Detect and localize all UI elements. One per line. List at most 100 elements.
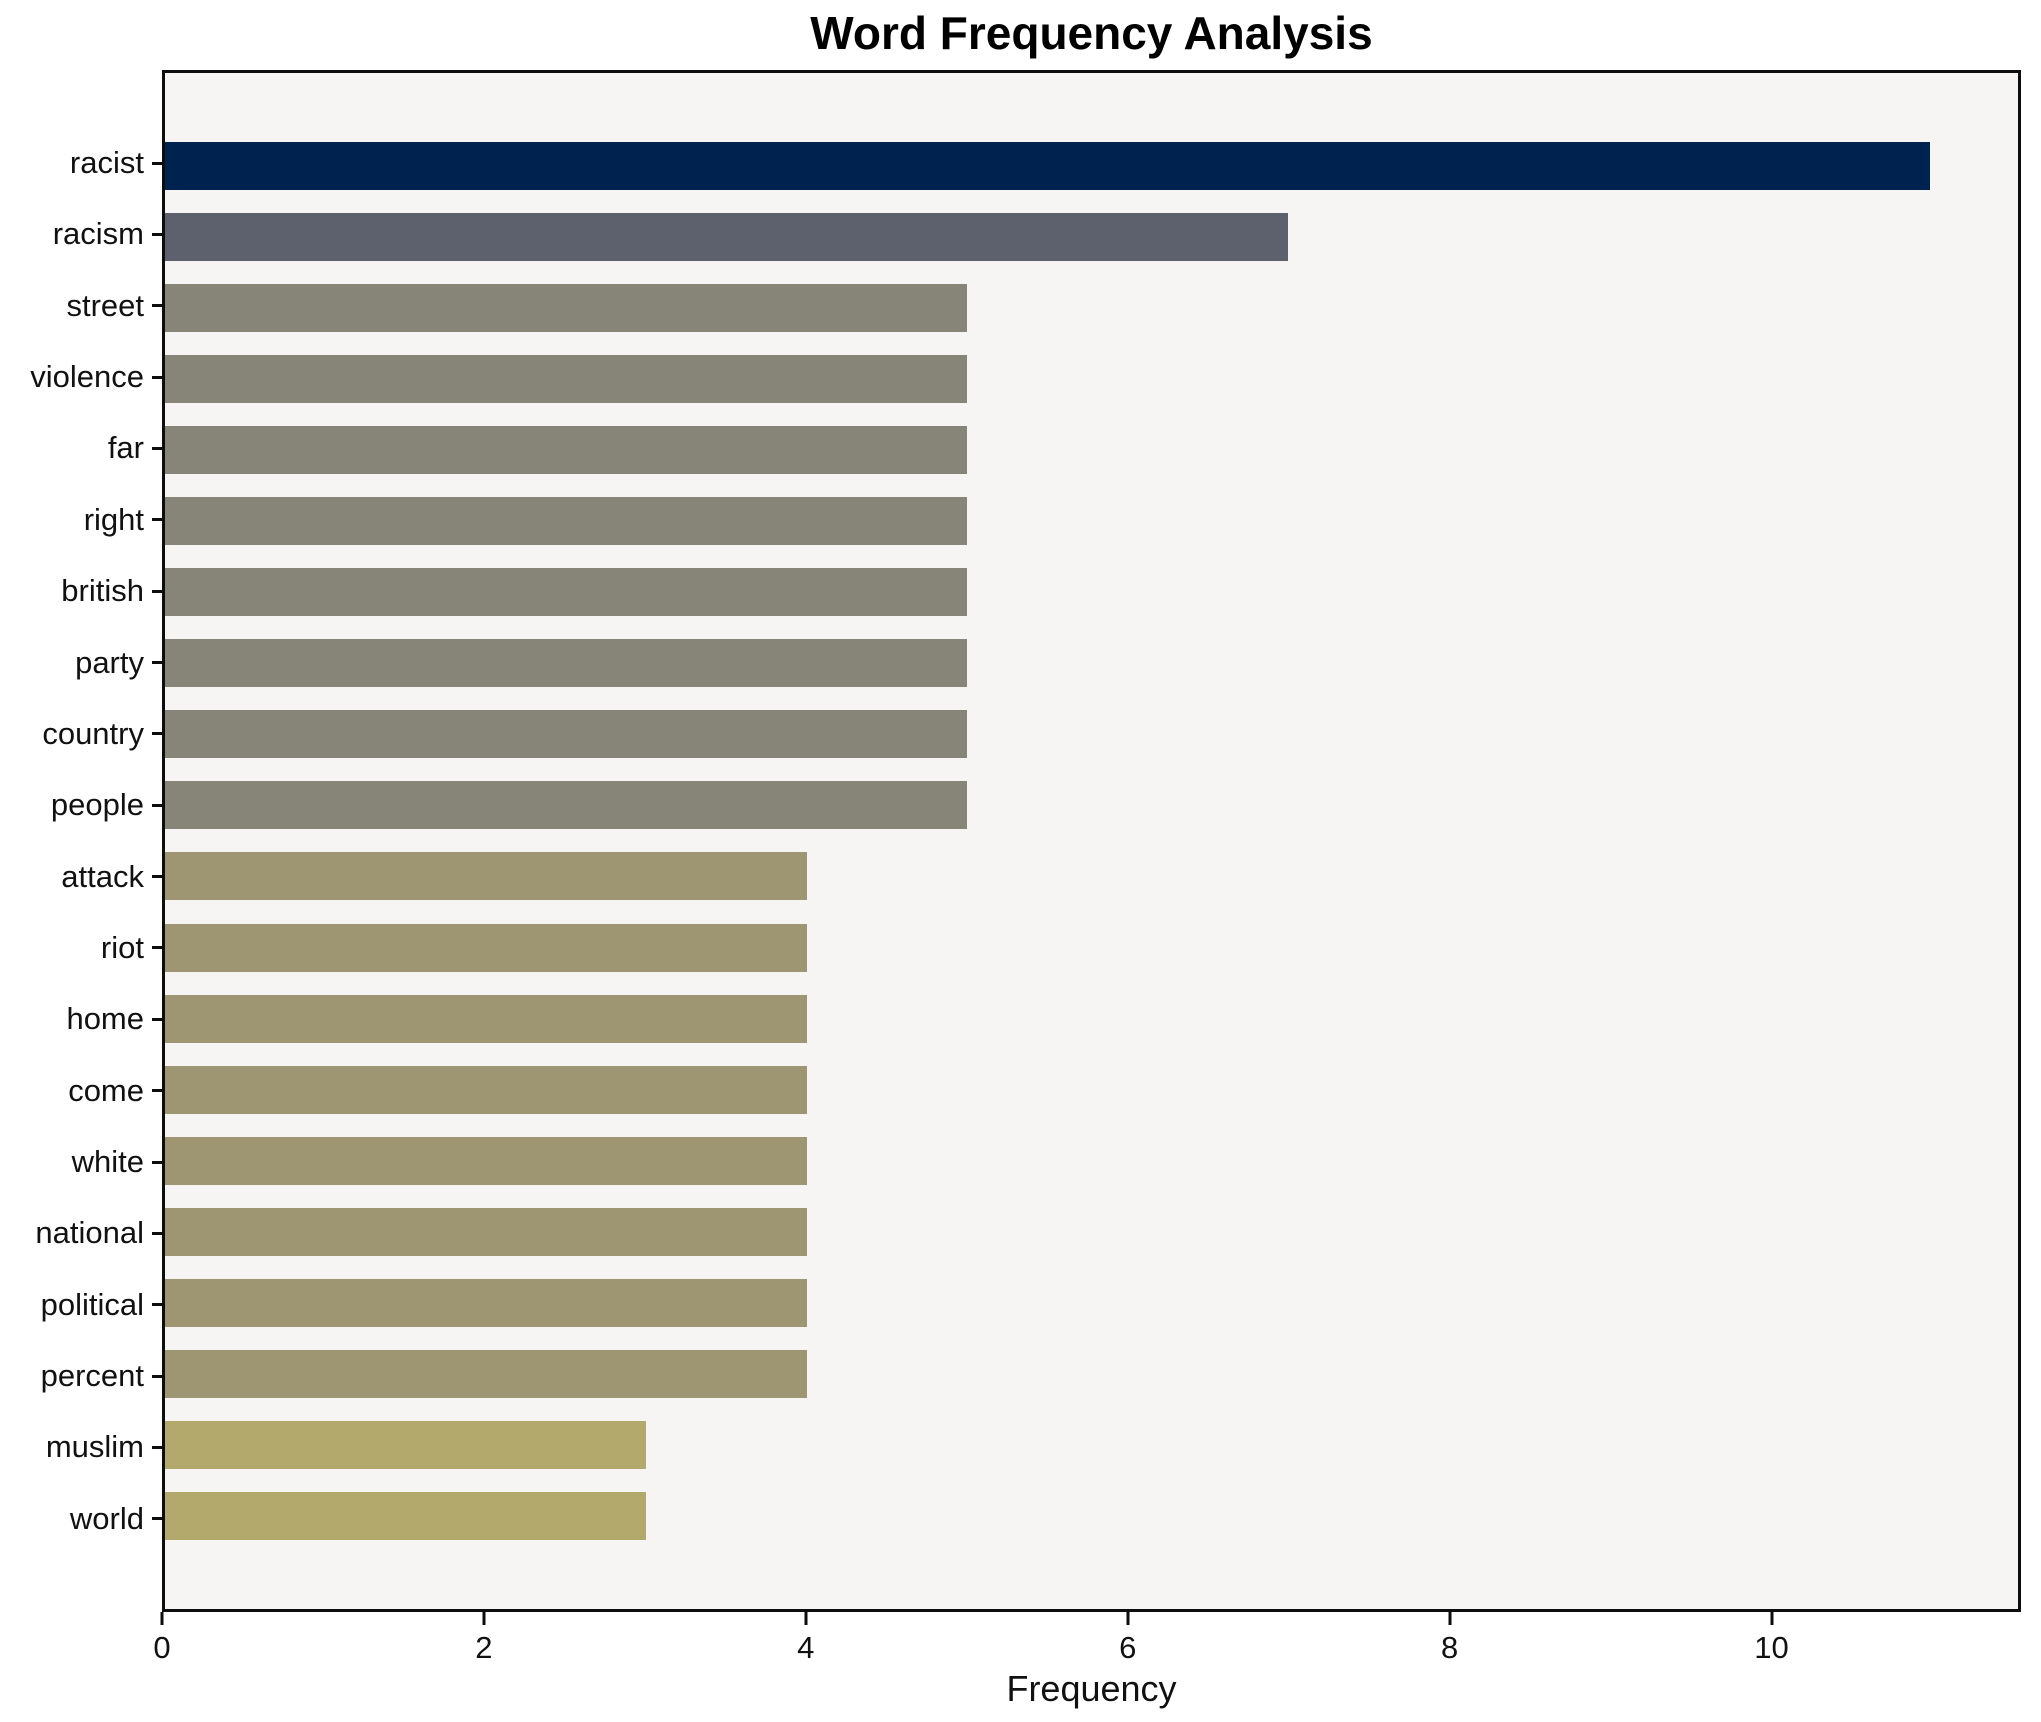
bar-row xyxy=(165,355,2018,404)
y-label-political: political xyxy=(40,1286,144,1322)
y-tick-mark xyxy=(152,161,162,165)
y-label-party: party xyxy=(75,644,144,680)
x-axis: 0 2 4 6 8 10 xyxy=(153,1612,2021,1682)
y-label-far: far xyxy=(107,430,144,466)
bar-people xyxy=(165,781,968,830)
y-label-row: racism xyxy=(0,210,162,258)
bar-muslim xyxy=(165,1420,647,1469)
y-label-muslim: muslim xyxy=(45,1429,144,1465)
bar-row xyxy=(165,994,2018,1043)
y-label-row: come xyxy=(0,1067,162,1115)
x-tick-label-0: 0 xyxy=(153,1630,171,1665)
y-label-row: people xyxy=(0,781,162,829)
bar-row xyxy=(165,1065,2018,1114)
y-label-row: far xyxy=(0,424,162,472)
y-tick-mark xyxy=(152,946,162,950)
bar-party xyxy=(165,639,968,688)
y-tick-mark xyxy=(152,232,162,236)
bar-country xyxy=(165,710,968,759)
x-tick-mark xyxy=(482,1612,486,1625)
bar-street xyxy=(165,284,968,333)
y-tick-mark xyxy=(152,732,162,736)
y-label-white: white xyxy=(71,1144,144,1180)
bar-row xyxy=(165,1278,2018,1327)
bar-row xyxy=(165,497,2018,546)
bars-container xyxy=(165,73,2018,1609)
bar-national xyxy=(165,1207,807,1256)
x-axis-title: Frequency xyxy=(1006,1668,1177,1709)
x-tick-label-2: 2 xyxy=(475,1630,493,1665)
y-label-row: right xyxy=(0,496,162,544)
y-tick-mark xyxy=(152,803,162,807)
x-tick-mark xyxy=(160,1612,164,1625)
bar-row xyxy=(165,1349,2018,1398)
bar-home xyxy=(165,994,807,1043)
y-tick-mark xyxy=(152,304,162,308)
bar-row xyxy=(165,1207,2018,1256)
y-tick-mark xyxy=(152,1517,162,1521)
y-label-right: right xyxy=(83,501,144,537)
y-label-row: national xyxy=(0,1209,162,1257)
y-label-row: violence xyxy=(0,353,162,401)
y-label-row: street xyxy=(0,282,162,330)
x-tick-mark xyxy=(1126,1612,1130,1625)
bar-far xyxy=(165,426,968,475)
bar-riot xyxy=(165,923,807,972)
y-label-attack: attack xyxy=(61,858,144,894)
bar-percent xyxy=(165,1349,807,1398)
bar-row xyxy=(165,852,2018,901)
y-label-row: muslim xyxy=(0,1423,162,1471)
bar-row xyxy=(165,1491,2018,1540)
y-tick-mark xyxy=(152,1374,162,1378)
x-tick-label-10: 10 xyxy=(1754,1630,1789,1665)
bar-attack xyxy=(165,852,807,901)
bar-british xyxy=(165,568,968,617)
bar-world xyxy=(165,1491,647,1540)
y-label-street: street xyxy=(66,287,144,323)
bar-row xyxy=(165,284,2018,333)
bar-row xyxy=(165,213,2018,262)
y-label-national: national xyxy=(35,1215,144,1251)
bar-white xyxy=(165,1136,807,1185)
bar-row xyxy=(165,639,2018,688)
y-label-riot: riot xyxy=(100,929,144,965)
y-label-row: home xyxy=(0,995,162,1043)
y-label-row: british xyxy=(0,567,162,615)
y-axis-labels: racist racism street violence far right britis… xyxy=(0,70,162,1612)
y-tick-mark xyxy=(152,1303,162,1307)
bar-row xyxy=(165,1136,2018,1185)
bar-racism xyxy=(165,213,1289,262)
y-label-row: attack xyxy=(0,853,162,901)
bar-right xyxy=(165,497,968,546)
y-label-row: country xyxy=(0,710,162,758)
y-label-row: political xyxy=(0,1281,162,1329)
y-label-home: home xyxy=(66,1001,144,1037)
chart-title: Word Frequency Analysis xyxy=(810,7,1373,59)
y-tick-mark xyxy=(152,1160,162,1164)
y-tick-mark xyxy=(152,518,162,522)
y-tick-mark xyxy=(152,875,162,879)
y-label-world: world xyxy=(69,1500,144,1536)
bar-come xyxy=(165,1065,807,1114)
y-label-row: white xyxy=(0,1138,162,1186)
y-tick-mark xyxy=(152,375,162,379)
bar-row xyxy=(165,710,2018,759)
y-tick-mark xyxy=(152,1445,162,1449)
bar-row xyxy=(165,568,2018,617)
bar-row xyxy=(165,1420,2018,1469)
x-tick-mark xyxy=(1770,1612,1774,1625)
bar-political xyxy=(165,1278,807,1327)
bar-row xyxy=(165,923,2018,972)
y-tick-mark xyxy=(152,1231,162,1235)
y-label-racist: racist xyxy=(69,145,144,180)
y-label-row: percent xyxy=(0,1352,162,1400)
x-tick-mark xyxy=(1448,1612,1452,1625)
y-label-row: racist xyxy=(0,139,162,187)
y-label-percent: percent xyxy=(40,1358,144,1394)
x-tick-label-8: 8 xyxy=(1440,1630,1459,1665)
bar-racist xyxy=(165,142,1930,190)
plot-area xyxy=(162,70,2021,1612)
y-label-british: british xyxy=(61,573,144,609)
bar-row xyxy=(165,142,2018,190)
